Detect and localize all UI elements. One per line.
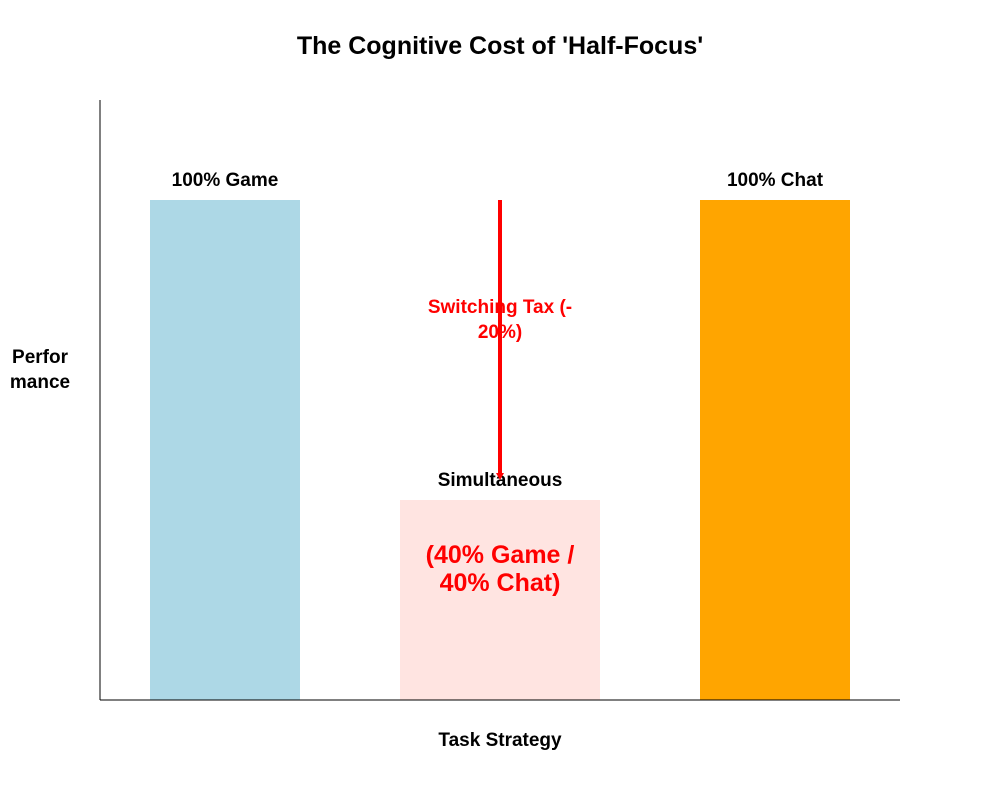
annotations-group: (40% Game /40% Chat) Switching Tax (- 20%) — [426, 200, 575, 597]
inner-annotation-line-1: (40% Game / — [426, 541, 575, 569]
switching-tax-arrowhead — [496, 473, 504, 480]
bar-2 — [400, 500, 600, 700]
bar-label-2: Simultaneous — [438, 470, 563, 491]
switching-tax-label-line-2: 20%) — [478, 322, 522, 343]
x-axis-label: Task Strategy — [438, 730, 562, 751]
chart-title: The Cognitive Cost of 'Half-Focus' — [297, 32, 703, 60]
y-axis-label-line-2: mance — [10, 372, 70, 393]
y-axis-label-line-1: Perfor — [12, 347, 69, 368]
bars-group: 100% Game Simultaneous 100% Chat — [150, 170, 850, 700]
bar-label-3: 100% Chat — [727, 170, 824, 191]
switching-tax-label-line-1: Switching Tax (- — [428, 297, 572, 318]
bar-1 — [150, 200, 300, 700]
inner-annotation-line-2: 40% Chat) — [440, 569, 561, 597]
y-axis-label: Perfor mance — [10, 347, 70, 393]
bar-label-1: 100% Game — [172, 170, 279, 191]
bar-3 — [700, 200, 850, 700]
